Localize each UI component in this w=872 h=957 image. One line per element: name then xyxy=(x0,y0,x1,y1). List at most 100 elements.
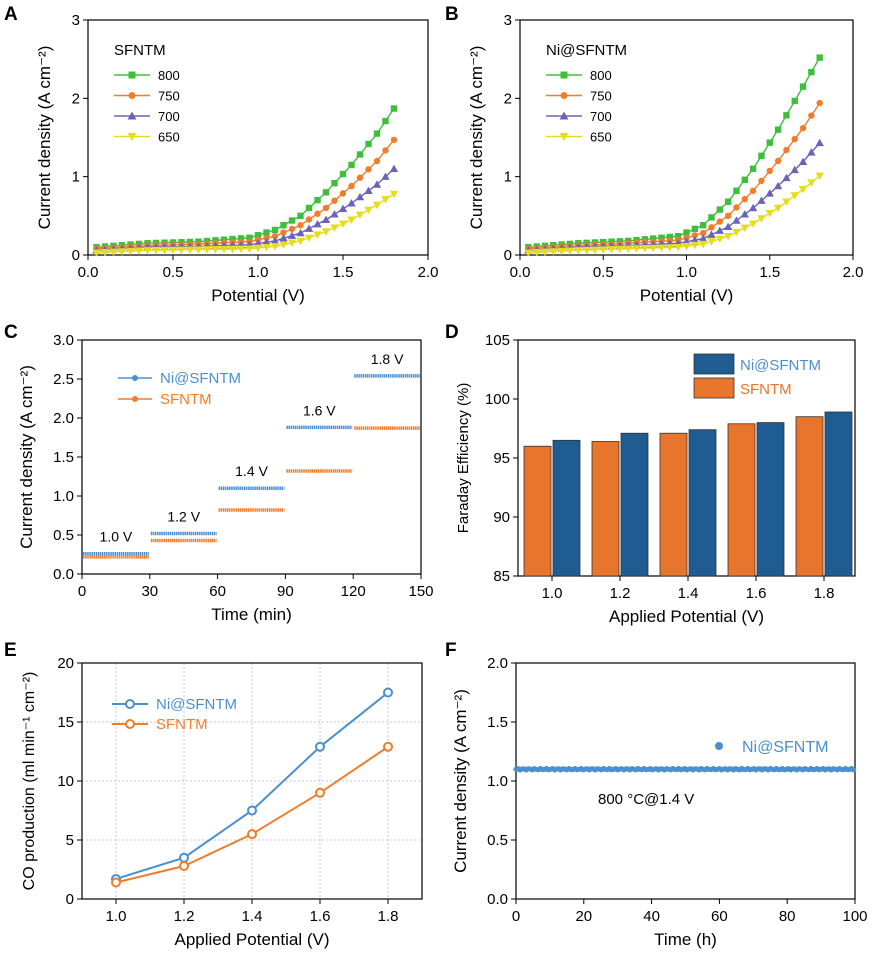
series-650 xyxy=(92,190,399,257)
data-point xyxy=(287,231,297,239)
data-point xyxy=(314,210,321,217)
data-point xyxy=(365,140,372,148)
bar xyxy=(552,439,581,577)
data-point xyxy=(741,176,748,183)
data-point xyxy=(270,243,280,251)
data-point xyxy=(117,248,127,256)
data-point xyxy=(557,247,566,256)
data-point xyxy=(851,767,857,773)
series-Ni@SFNTM xyxy=(83,374,420,556)
data-point xyxy=(229,235,236,243)
data-point xyxy=(773,181,783,190)
data-point xyxy=(716,206,723,213)
data-point xyxy=(758,177,765,185)
data-point xyxy=(246,234,253,241)
data-point xyxy=(632,245,641,253)
data-point xyxy=(364,206,373,215)
data-point xyxy=(640,245,650,253)
y-tick-label: 5 xyxy=(66,832,74,849)
data-point xyxy=(723,233,733,241)
data-point xyxy=(228,245,237,254)
data-point xyxy=(263,229,270,236)
panel-d-chart: 85 90 95 100 105 1.0 1.2 1.4 1.6 1.8 Applied Poten… xyxy=(455,332,856,626)
data-point xyxy=(691,232,699,239)
data-point xyxy=(92,249,101,257)
x-tick-label: 1.0 xyxy=(248,264,269,281)
data-point xyxy=(313,219,322,228)
data-point xyxy=(111,877,121,888)
data-point xyxy=(790,192,799,200)
x-tick-label: 80 xyxy=(779,908,796,925)
y-tick-label: 3 xyxy=(504,12,512,29)
data-point xyxy=(304,234,314,242)
data-point xyxy=(355,192,365,201)
panel-letter-f: F xyxy=(445,640,457,661)
data-point xyxy=(783,146,790,154)
x-tick-label: 2.0 xyxy=(843,264,864,281)
data-point xyxy=(773,204,783,213)
panel-letter-c: C xyxy=(4,322,18,343)
y-tick-label: 0 xyxy=(72,247,80,264)
data-point xyxy=(355,211,365,219)
y-axis-label: CO production (ml min⁻¹ cm⁻²) xyxy=(21,672,38,891)
data-point xyxy=(322,189,330,196)
data-point xyxy=(732,216,741,224)
y-axis-label: Current density (A cm⁻²) xyxy=(17,365,36,549)
data-point xyxy=(524,249,533,257)
data-point xyxy=(245,245,254,253)
data-point xyxy=(330,210,339,218)
data-point xyxy=(758,152,765,159)
data-point xyxy=(791,97,798,105)
data-point xyxy=(532,249,541,257)
data-point xyxy=(808,112,815,119)
x-axis-label: Applied Potential (V) xyxy=(609,607,764,626)
y-tick-label: 90 xyxy=(493,509,510,526)
y-axis-label: Current density (A cm⁻²) xyxy=(467,46,486,230)
plot-frame xyxy=(81,662,423,900)
y-tick-label: 10 xyxy=(57,773,74,790)
data-point xyxy=(590,246,600,254)
legend-marker xyxy=(127,133,137,141)
bar xyxy=(824,411,853,577)
data-point xyxy=(247,829,257,840)
data-point xyxy=(253,244,263,253)
data-point xyxy=(658,234,665,241)
data-point xyxy=(304,224,314,232)
data-point xyxy=(280,222,287,229)
data-point xyxy=(790,165,799,174)
data-point xyxy=(315,787,325,798)
legend-marker xyxy=(128,92,136,99)
data-point xyxy=(732,228,741,237)
x-tick-label: 40 xyxy=(643,908,660,925)
data-point xyxy=(134,247,144,255)
legend-title: SFNTM xyxy=(114,42,166,59)
data-point xyxy=(382,147,389,154)
legend-label: Ni@SFNTM xyxy=(740,357,821,374)
y-tick-label: 3.0 xyxy=(53,332,74,349)
data-point xyxy=(666,233,674,241)
series-line xyxy=(528,57,821,248)
data-point xyxy=(682,242,691,251)
y-axis-label: Current density (A cm⁻²) xyxy=(451,689,470,873)
data-point xyxy=(185,246,195,254)
plot-frame xyxy=(87,19,429,256)
data-point xyxy=(607,246,616,254)
data-point xyxy=(168,246,178,255)
x-tick-label: 20 xyxy=(575,908,592,925)
data-point xyxy=(574,247,583,255)
legend-label: SFNTM xyxy=(160,391,212,408)
legend-marker xyxy=(559,133,569,141)
data-point xyxy=(733,187,740,194)
series-800 xyxy=(525,54,823,251)
panel-a-chart: 0 1 2 3 0.0 0.5 1.0 1.5 2.0 Potential (V) Current … xyxy=(35,12,438,305)
y-tick-label: 0.0 xyxy=(53,566,74,583)
x-tick-label: 1.6 xyxy=(310,908,331,925)
data-point xyxy=(740,210,749,218)
data-point xyxy=(381,172,390,180)
data-point xyxy=(765,210,774,218)
y-tick-label: 0.0 xyxy=(487,891,508,908)
panel-b-chart: 0 1 2 3 0.0 0.5 1.0 1.5 2.0 Potential (V) Current … xyxy=(467,12,863,305)
series-650 xyxy=(524,172,824,257)
legend-label: 750 xyxy=(590,89,612,104)
data-point xyxy=(807,148,816,156)
